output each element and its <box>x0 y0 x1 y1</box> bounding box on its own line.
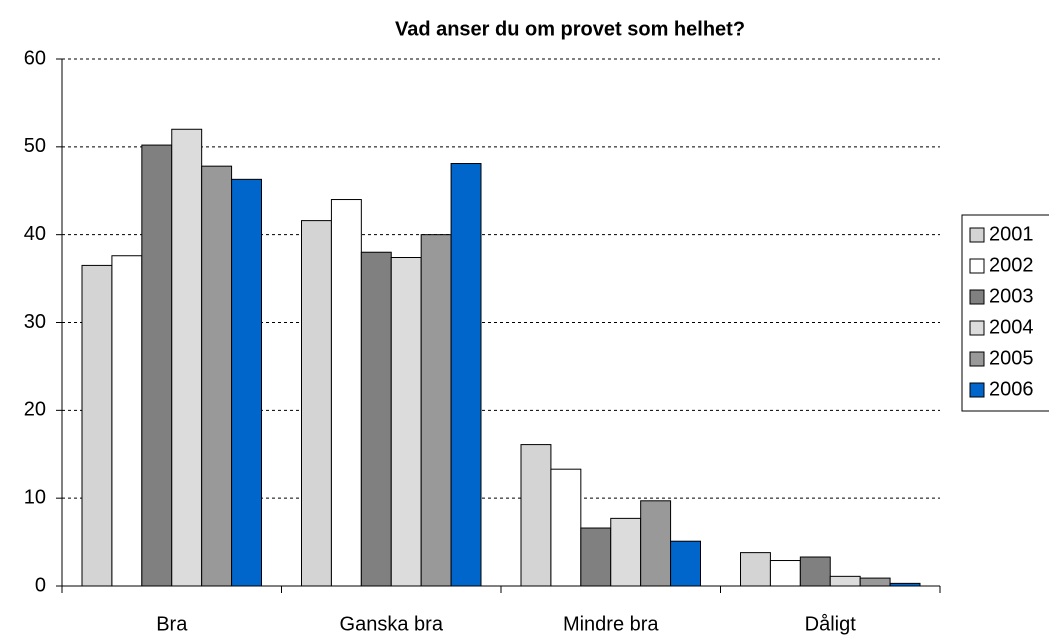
x-tick-label: Ganska bra <box>340 613 444 635</box>
bar <box>640 500 672 587</box>
bar <box>450 163 482 587</box>
bar <box>201 165 233 587</box>
bar <box>889 582 921 587</box>
y-tick-label: 30 <box>24 311 46 333</box>
bar <box>550 468 582 587</box>
legend-swatch <box>969 351 985 367</box>
legend-label: 2001 <box>989 223 1034 245</box>
x-tick-label: Mindre bra <box>563 613 659 635</box>
bar <box>769 560 801 587</box>
bar <box>799 556 831 587</box>
bar <box>301 220 332 587</box>
bar <box>171 128 203 587</box>
bar <box>520 444 552 587</box>
x-tick-label: Dåligt <box>805 613 857 635</box>
y-tick-label: 40 <box>24 223 46 245</box>
legend-swatch <box>969 382 985 398</box>
legend-label: 2003 <box>989 285 1034 307</box>
bar <box>580 527 612 587</box>
legend-swatch <box>969 258 985 274</box>
bar <box>670 540 701 587</box>
legend-swatch <box>969 227 985 243</box>
bar <box>610 517 642 587</box>
y-tick-label: 60 <box>24 47 46 69</box>
legend-swatch <box>969 320 985 336</box>
bar <box>740 552 771 587</box>
bar <box>420 234 452 587</box>
bar <box>141 144 173 587</box>
bar <box>390 257 422 587</box>
bar <box>231 178 262 587</box>
legend-label: 2005 <box>989 347 1034 369</box>
x-tick-label: Bra <box>156 613 188 635</box>
legend-label: 2004 <box>989 316 1034 338</box>
y-tick-label: 50 <box>24 135 46 157</box>
legend-label: 2006 <box>989 378 1034 400</box>
bar <box>859 577 891 587</box>
bar <box>330 199 362 587</box>
y-tick-label: 0 <box>35 574 46 596</box>
legend-label: 2002 <box>989 254 1034 276</box>
bar <box>81 264 113 587</box>
bar <box>829 575 861 587</box>
bar <box>111 255 143 587</box>
bar <box>360 251 392 587</box>
legend-swatch <box>969 289 985 305</box>
y-tick-label: 20 <box>24 399 46 421</box>
legend-box <box>961 214 1049 412</box>
chart-title: Vad anser du om provet som helhet? <box>395 18 745 40</box>
y-tick-label: 10 <box>24 486 46 508</box>
